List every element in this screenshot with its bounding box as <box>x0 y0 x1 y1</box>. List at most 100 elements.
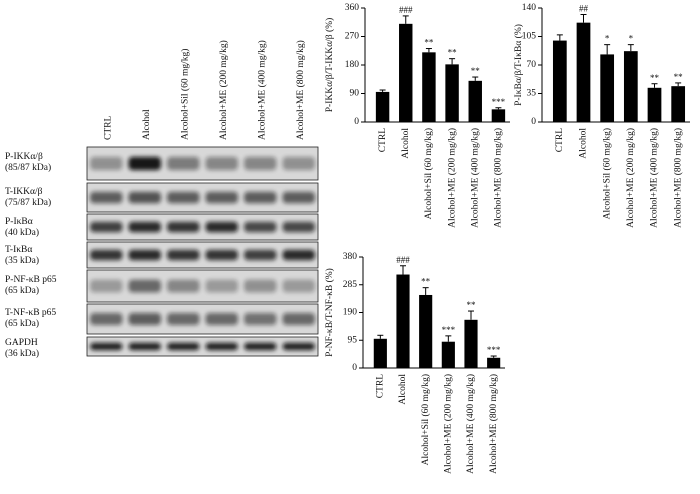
significance-label: * <box>629 34 634 44</box>
band <box>244 342 277 351</box>
blot-panel <box>86 303 319 335</box>
band <box>90 156 123 171</box>
band <box>128 249 161 261</box>
y-tick-label: 35 <box>527 89 537 99</box>
band <box>167 279 200 293</box>
significance-label: ** <box>471 66 481 76</box>
x-tick-label: Alcohol+ME (200 mg/kg) <box>625 128 636 228</box>
band <box>244 279 277 293</box>
x-tick-label: Alcohol <box>401 128 411 159</box>
y-tick-label: 180 <box>345 60 360 70</box>
y-tick-label: 380 <box>343 252 358 262</box>
x-tick-label: Alcohol+Sil (60 mg/kg) <box>601 128 612 219</box>
size-label: (65 kDa) <box>5 285 39 296</box>
bar <box>396 274 410 368</box>
protein-label: T-NF-κB p65 <box>5 308 56 318</box>
blot-panel <box>86 269 319 303</box>
bar <box>623 51 638 122</box>
bar <box>375 91 390 122</box>
y-axis-label: P-IKKα/β/T-IKKα/β (%) <box>324 18 335 112</box>
bar <box>671 86 686 122</box>
band <box>90 279 123 293</box>
size-label: (75/87 kDa) <box>5 197 51 208</box>
band <box>282 191 315 204</box>
x-tick-label: Alcohol+ME (800 mg/kg) <box>488 374 499 474</box>
y-tick-label: 360 <box>345 3 360 13</box>
band <box>205 313 238 325</box>
lane-label: Alcohol <box>142 109 152 140</box>
y-axis-label: P-IκBα/β/T-IκBα (%) <box>513 24 524 106</box>
x-tick-label: Alcohol+ME (800 mg/kg) <box>672 128 683 228</box>
band <box>128 191 161 204</box>
band <box>90 249 123 261</box>
significance-label: *** <box>492 97 506 107</box>
band <box>167 191 200 204</box>
significance-label: ### <box>399 5 413 15</box>
significance-label: ** <box>674 72 684 82</box>
significance-label: ### <box>396 255 410 265</box>
x-tick-label: CTRL <box>376 374 386 398</box>
bar <box>576 22 591 122</box>
blot-panel <box>86 336 319 357</box>
protein-label: T-IKKα/β <box>5 187 43 197</box>
band <box>128 156 161 171</box>
band <box>205 156 238 171</box>
protein-label: T-IκBα <box>5 245 32 255</box>
x-tick-label: Alcohol <box>579 128 589 159</box>
x-tick-label: Alcohol+Sil (60 mg/kg) <box>423 128 434 219</box>
band <box>282 221 315 233</box>
band <box>205 249 238 261</box>
significance-label: ** <box>421 277 431 287</box>
y-tick-label: 285 <box>343 280 358 290</box>
band <box>128 313 161 325</box>
y-tick-label: 270 <box>345 32 360 42</box>
y-tick-label: 70 <box>527 60 537 70</box>
band <box>244 249 277 261</box>
bar <box>468 80 482 122</box>
band <box>90 221 123 233</box>
band <box>205 191 238 204</box>
x-tick-label: Alcohol+ME (200 mg/kg) <box>443 374 454 474</box>
band <box>167 249 200 261</box>
size-label: (85/87 kDa) <box>5 162 51 173</box>
y-tick-label: 140 <box>522 3 537 13</box>
x-tick-label: Alcohol+ME (400 mg/kg) <box>649 128 660 228</box>
band <box>244 313 277 325</box>
y-axis-label: P-NF-κB/T-NF-κB (%) <box>324 268 335 357</box>
blot-panel <box>86 182 319 213</box>
x-tick-label: CTRL <box>378 128 388 152</box>
lane-label: CTRL <box>103 116 113 140</box>
size-label: (36 kDa) <box>5 348 39 359</box>
band <box>90 313 123 325</box>
blot-panel <box>86 213 319 241</box>
band <box>167 221 200 233</box>
y-tick-label: 0 <box>354 117 359 127</box>
significance-label: ## <box>579 4 589 14</box>
band <box>205 221 238 233</box>
x-tick-label: Alcohol+ME (400 mg/kg) <box>465 374 476 474</box>
x-tick-label: Alcohol+Sil (60 mg/kg) <box>420 374 431 465</box>
bar <box>491 109 506 122</box>
band <box>244 191 277 204</box>
bar <box>445 64 459 122</box>
x-tick-label: Alcohol+ME (800 mg/kg) <box>493 128 504 228</box>
band <box>167 156 200 171</box>
blot-panel <box>86 146 319 181</box>
bar <box>399 23 413 122</box>
band <box>244 156 277 171</box>
blot-panel <box>86 241 319 269</box>
significance-label: *** <box>487 345 501 355</box>
protein-label: P-IκBα <box>5 217 33 227</box>
band <box>282 156 315 171</box>
bar <box>647 87 662 122</box>
band <box>282 313 315 325</box>
size-label: (35 kDa) <box>5 255 39 266</box>
significance-label: *** <box>442 325 456 335</box>
significance-label: * <box>605 34 610 44</box>
bar <box>441 341 455 368</box>
bar <box>487 357 501 368</box>
protein-label: P-NF-κB p65 <box>5 275 57 285</box>
significance-label: ** <box>448 48 458 58</box>
band <box>205 279 238 293</box>
